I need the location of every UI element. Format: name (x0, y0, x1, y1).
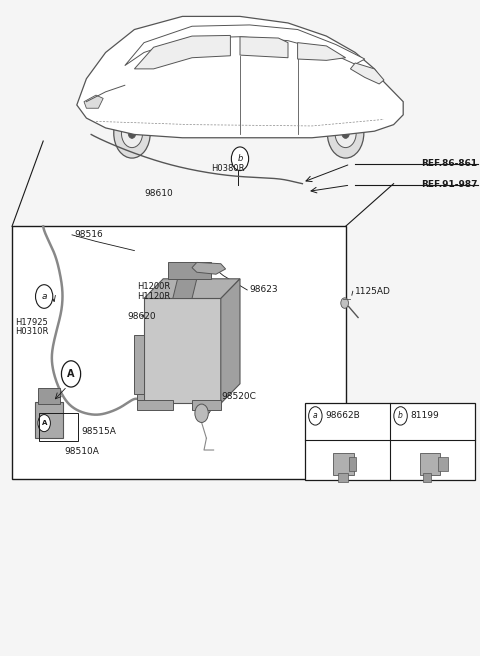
Text: H17925: H17925 (15, 318, 48, 327)
Text: 98623: 98623 (250, 285, 278, 295)
Text: 98520C: 98520C (222, 392, 257, 401)
Circle shape (341, 298, 348, 308)
Text: H1120R: H1120R (137, 292, 170, 301)
Polygon shape (144, 298, 221, 403)
Text: 98510A: 98510A (65, 447, 100, 456)
Text: a: a (41, 292, 47, 301)
Text: H0310R: H0310R (15, 327, 49, 336)
Polygon shape (192, 262, 226, 274)
Text: 98515A: 98515A (82, 427, 117, 436)
Text: b: b (398, 411, 403, 420)
Polygon shape (350, 63, 384, 84)
Circle shape (195, 404, 208, 422)
FancyBboxPatch shape (349, 457, 356, 471)
Polygon shape (298, 43, 346, 60)
Text: REF.86-861: REF.86-861 (421, 159, 478, 169)
Polygon shape (221, 279, 240, 403)
Text: 98620: 98620 (127, 312, 156, 321)
Polygon shape (134, 35, 230, 69)
Circle shape (309, 407, 322, 425)
FancyBboxPatch shape (305, 403, 475, 480)
Circle shape (128, 128, 136, 138)
Polygon shape (240, 37, 288, 58)
FancyBboxPatch shape (38, 388, 60, 404)
FancyBboxPatch shape (12, 226, 346, 479)
Polygon shape (173, 279, 197, 298)
Text: b: b (237, 154, 243, 163)
Text: A: A (41, 420, 47, 426)
FancyBboxPatch shape (420, 453, 440, 475)
FancyBboxPatch shape (438, 457, 448, 471)
Text: A: A (67, 369, 75, 379)
Circle shape (38, 415, 50, 432)
Circle shape (114, 108, 150, 158)
Polygon shape (144, 279, 240, 298)
FancyBboxPatch shape (422, 473, 431, 482)
Text: 98662B: 98662B (325, 411, 360, 420)
Circle shape (394, 407, 407, 425)
Text: H1200R: H1200R (137, 281, 170, 291)
Text: 81199: 81199 (410, 411, 439, 420)
FancyBboxPatch shape (338, 473, 348, 482)
Circle shape (61, 361, 81, 387)
Polygon shape (125, 25, 365, 66)
Circle shape (327, 108, 364, 158)
Circle shape (36, 285, 53, 308)
Polygon shape (137, 394, 144, 400)
Polygon shape (77, 16, 403, 138)
FancyBboxPatch shape (333, 453, 354, 475)
Polygon shape (84, 95, 103, 108)
Text: 1125AD: 1125AD (355, 287, 391, 296)
Circle shape (231, 147, 249, 171)
Text: a: a (313, 411, 318, 420)
FancyBboxPatch shape (35, 402, 63, 438)
Circle shape (342, 128, 349, 138)
Polygon shape (192, 400, 221, 410)
Circle shape (335, 119, 356, 148)
Text: H0380R: H0380R (211, 164, 245, 173)
Polygon shape (137, 400, 173, 410)
Circle shape (121, 119, 143, 148)
Text: REF.91-987: REF.91-987 (421, 180, 478, 190)
Text: 98610: 98610 (144, 189, 173, 198)
Polygon shape (134, 335, 144, 394)
Polygon shape (168, 262, 211, 279)
Text: 98516: 98516 (74, 230, 103, 239)
